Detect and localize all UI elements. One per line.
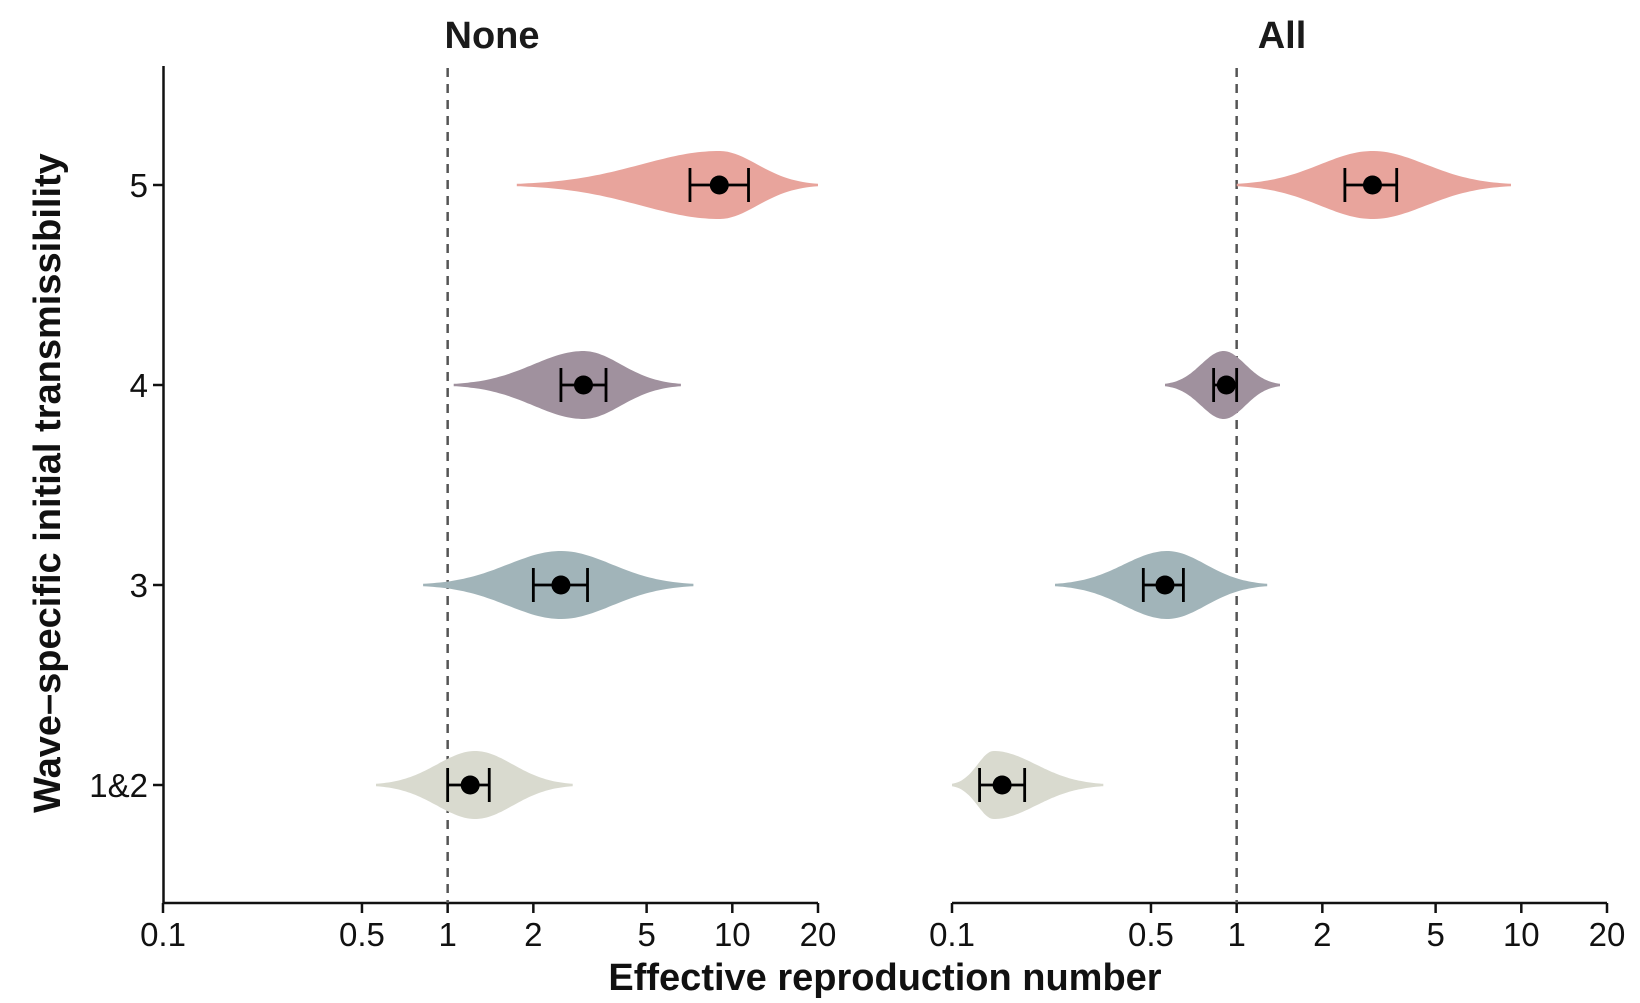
x-tick-label: 2 bbox=[1313, 916, 1331, 953]
x-tick-label: 0.1 bbox=[140, 916, 186, 953]
y-axis-ticks: 5 4 3 1&2 bbox=[89, 167, 163, 804]
x-tick-label: 0.5 bbox=[339, 916, 385, 953]
x-tick-label: 1 bbox=[1227, 916, 1245, 953]
y-tick-label: 1&2 bbox=[89, 767, 148, 804]
panel-title: All bbox=[1258, 15, 1307, 57]
x-axis-title: Effective reproduction number bbox=[608, 957, 1161, 999]
x-tick-label: 10 bbox=[714, 916, 751, 953]
x-tick-label: 0.5 bbox=[1128, 916, 1174, 953]
x-tick-label: 2 bbox=[524, 916, 542, 953]
x-tick-label: 5 bbox=[637, 916, 655, 953]
panels-layer: None 0.1 0.5 1 2 5 10 20 All 0.1 0.5 1 2 5 10 20 bbox=[140, 15, 1625, 953]
median-point bbox=[551, 575, 571, 595]
median-point bbox=[460, 775, 480, 795]
panel-title: None bbox=[445, 15, 540, 57]
y-tick-label: 3 bbox=[130, 567, 148, 604]
x-tick-label: 20 bbox=[800, 916, 837, 953]
x-tick-label: 1 bbox=[438, 916, 456, 953]
median-point bbox=[1155, 575, 1175, 595]
median-point bbox=[573, 375, 593, 395]
violin-5 bbox=[516, 151, 818, 219]
x-tick-label: 0.1 bbox=[929, 916, 975, 953]
median-point bbox=[709, 175, 729, 195]
median-point bbox=[1216, 375, 1236, 395]
y-tick-label: 5 bbox=[130, 167, 148, 204]
y-axis-title: Wave–specific initial transmissibility bbox=[27, 153, 69, 813]
panel-all: All 0.1 0.5 1 2 5 10 20 bbox=[929, 15, 1625, 953]
panel-none: None 0.1 0.5 1 2 5 10 20 bbox=[140, 15, 836, 953]
y-tick-label: 4 bbox=[130, 367, 148, 404]
median-point bbox=[992, 775, 1012, 795]
x-tick-label: 10 bbox=[1503, 916, 1540, 953]
median-point bbox=[1362, 175, 1382, 195]
violin-1&2 bbox=[952, 751, 1104, 819]
x-tick-label: 5 bbox=[1426, 916, 1444, 953]
x-tick-label: 20 bbox=[1589, 916, 1626, 953]
